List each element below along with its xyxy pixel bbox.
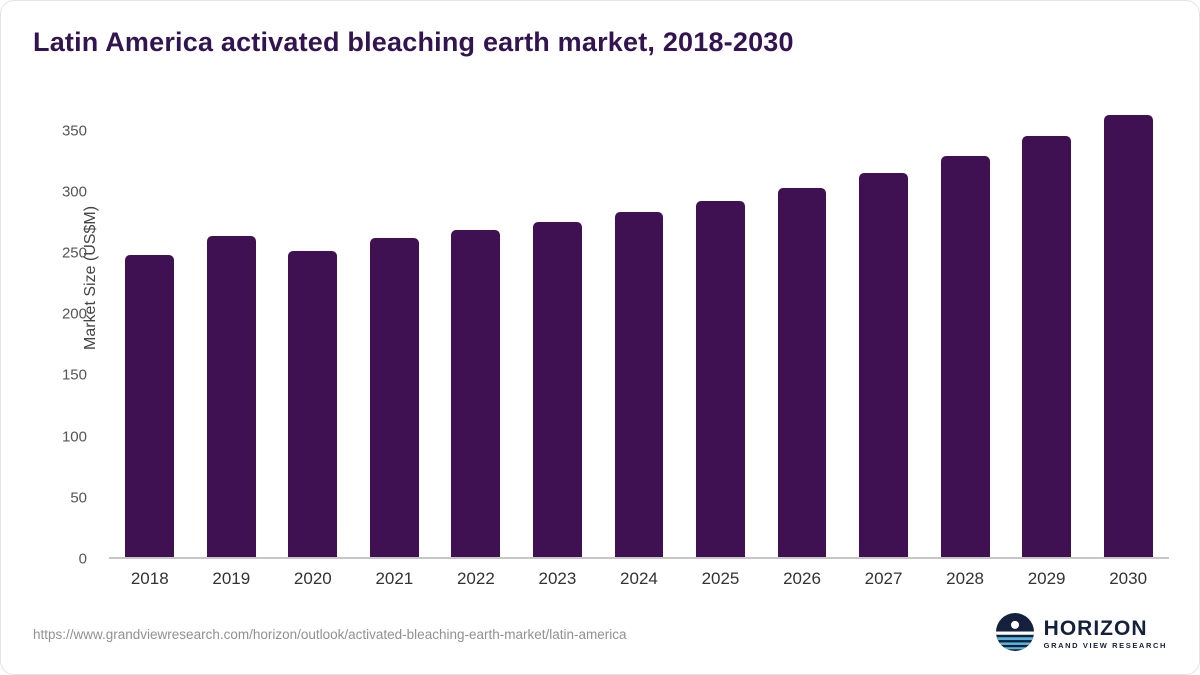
bar-2029 xyxy=(1022,136,1072,557)
bar-2020 xyxy=(288,251,338,557)
y-tick-label: 150 xyxy=(61,366,87,384)
bar-2026 xyxy=(777,187,827,557)
bar-slot xyxy=(924,106,1006,557)
horizon-logo-icon xyxy=(995,612,1034,656)
x-tick-label: 2027 xyxy=(864,569,903,588)
bar-slot xyxy=(272,106,354,557)
bar-2027 xyxy=(859,173,908,557)
logo-title: HORIZON xyxy=(1043,617,1148,641)
bar-2023 xyxy=(532,221,582,557)
y-axis: 0 50 100 150 200 250 300 350 xyxy=(1,106,97,568)
y-tick-label: 250 xyxy=(61,244,87,262)
bar-slot xyxy=(843,106,925,557)
bar-slot xyxy=(1087,106,1169,557)
horizon-logo-text: HORIZON GRAND VIEW RESEARCH xyxy=(1044,618,1167,650)
bar-slot xyxy=(680,106,762,557)
bar-2025 xyxy=(696,201,745,557)
x-tick-label: 2026 xyxy=(783,569,821,588)
y-tick-label: 350 xyxy=(61,122,87,139)
chart-title: Latin America activated bleaching earth … xyxy=(33,27,794,57)
bar-slot xyxy=(761,106,843,557)
x-tick-label: 2019 xyxy=(212,569,251,588)
bar-slot xyxy=(435,106,517,557)
bar-2028 xyxy=(940,155,990,557)
x-tick-label: 2020 xyxy=(293,569,332,588)
x-tick-label: 2025 xyxy=(701,569,740,588)
x-tick-label: 2022 xyxy=(456,569,495,588)
x-tick-label: 2023 xyxy=(538,569,577,588)
bar-2024 xyxy=(614,212,664,557)
bar-2019 xyxy=(206,236,256,557)
y-tick-label: 0 xyxy=(78,550,87,568)
x-axis: 2018 2019 2020 2021 2022 2023 2024 2025 2026 2027… xyxy=(109,569,1169,589)
bars xyxy=(109,106,1169,557)
bar-slot xyxy=(1006,106,1088,557)
x-tick-label: 2024 xyxy=(620,569,658,588)
source-url: https://www.grandviewresearch.com/horizo… xyxy=(33,626,627,642)
bar-2018 xyxy=(125,254,175,557)
bar-slot xyxy=(109,106,191,557)
x-tick-label: 2028 xyxy=(946,569,984,588)
footer: https://www.grandviewresearch.com/horizo… xyxy=(33,610,1167,658)
y-tick-label: 200 xyxy=(61,305,87,323)
y-tick-label: 300 xyxy=(61,183,87,201)
y-tick-label: 50 xyxy=(70,489,87,507)
x-tick-label: 2029 xyxy=(1027,569,1066,588)
bar-slot xyxy=(354,106,436,557)
x-tick-label: 2018 xyxy=(130,569,169,588)
bar-2030 xyxy=(1103,114,1153,557)
x-tick-label: 2021 xyxy=(375,569,414,588)
x-tick-label: 2030 xyxy=(1109,569,1148,588)
bar-slot xyxy=(598,106,680,557)
bar-2022 xyxy=(451,230,501,557)
plot-area xyxy=(109,106,1169,559)
y-tick-label: 100 xyxy=(61,428,87,446)
bar-slot xyxy=(191,106,273,557)
bar-2021 xyxy=(369,237,419,557)
horizon-logo: HORIZON GRAND VIEW RESEARCH xyxy=(995,612,1167,656)
bar-slot xyxy=(517,106,599,557)
logo-subtitle: GRAND VIEW RESEARCH xyxy=(1043,641,1167,651)
